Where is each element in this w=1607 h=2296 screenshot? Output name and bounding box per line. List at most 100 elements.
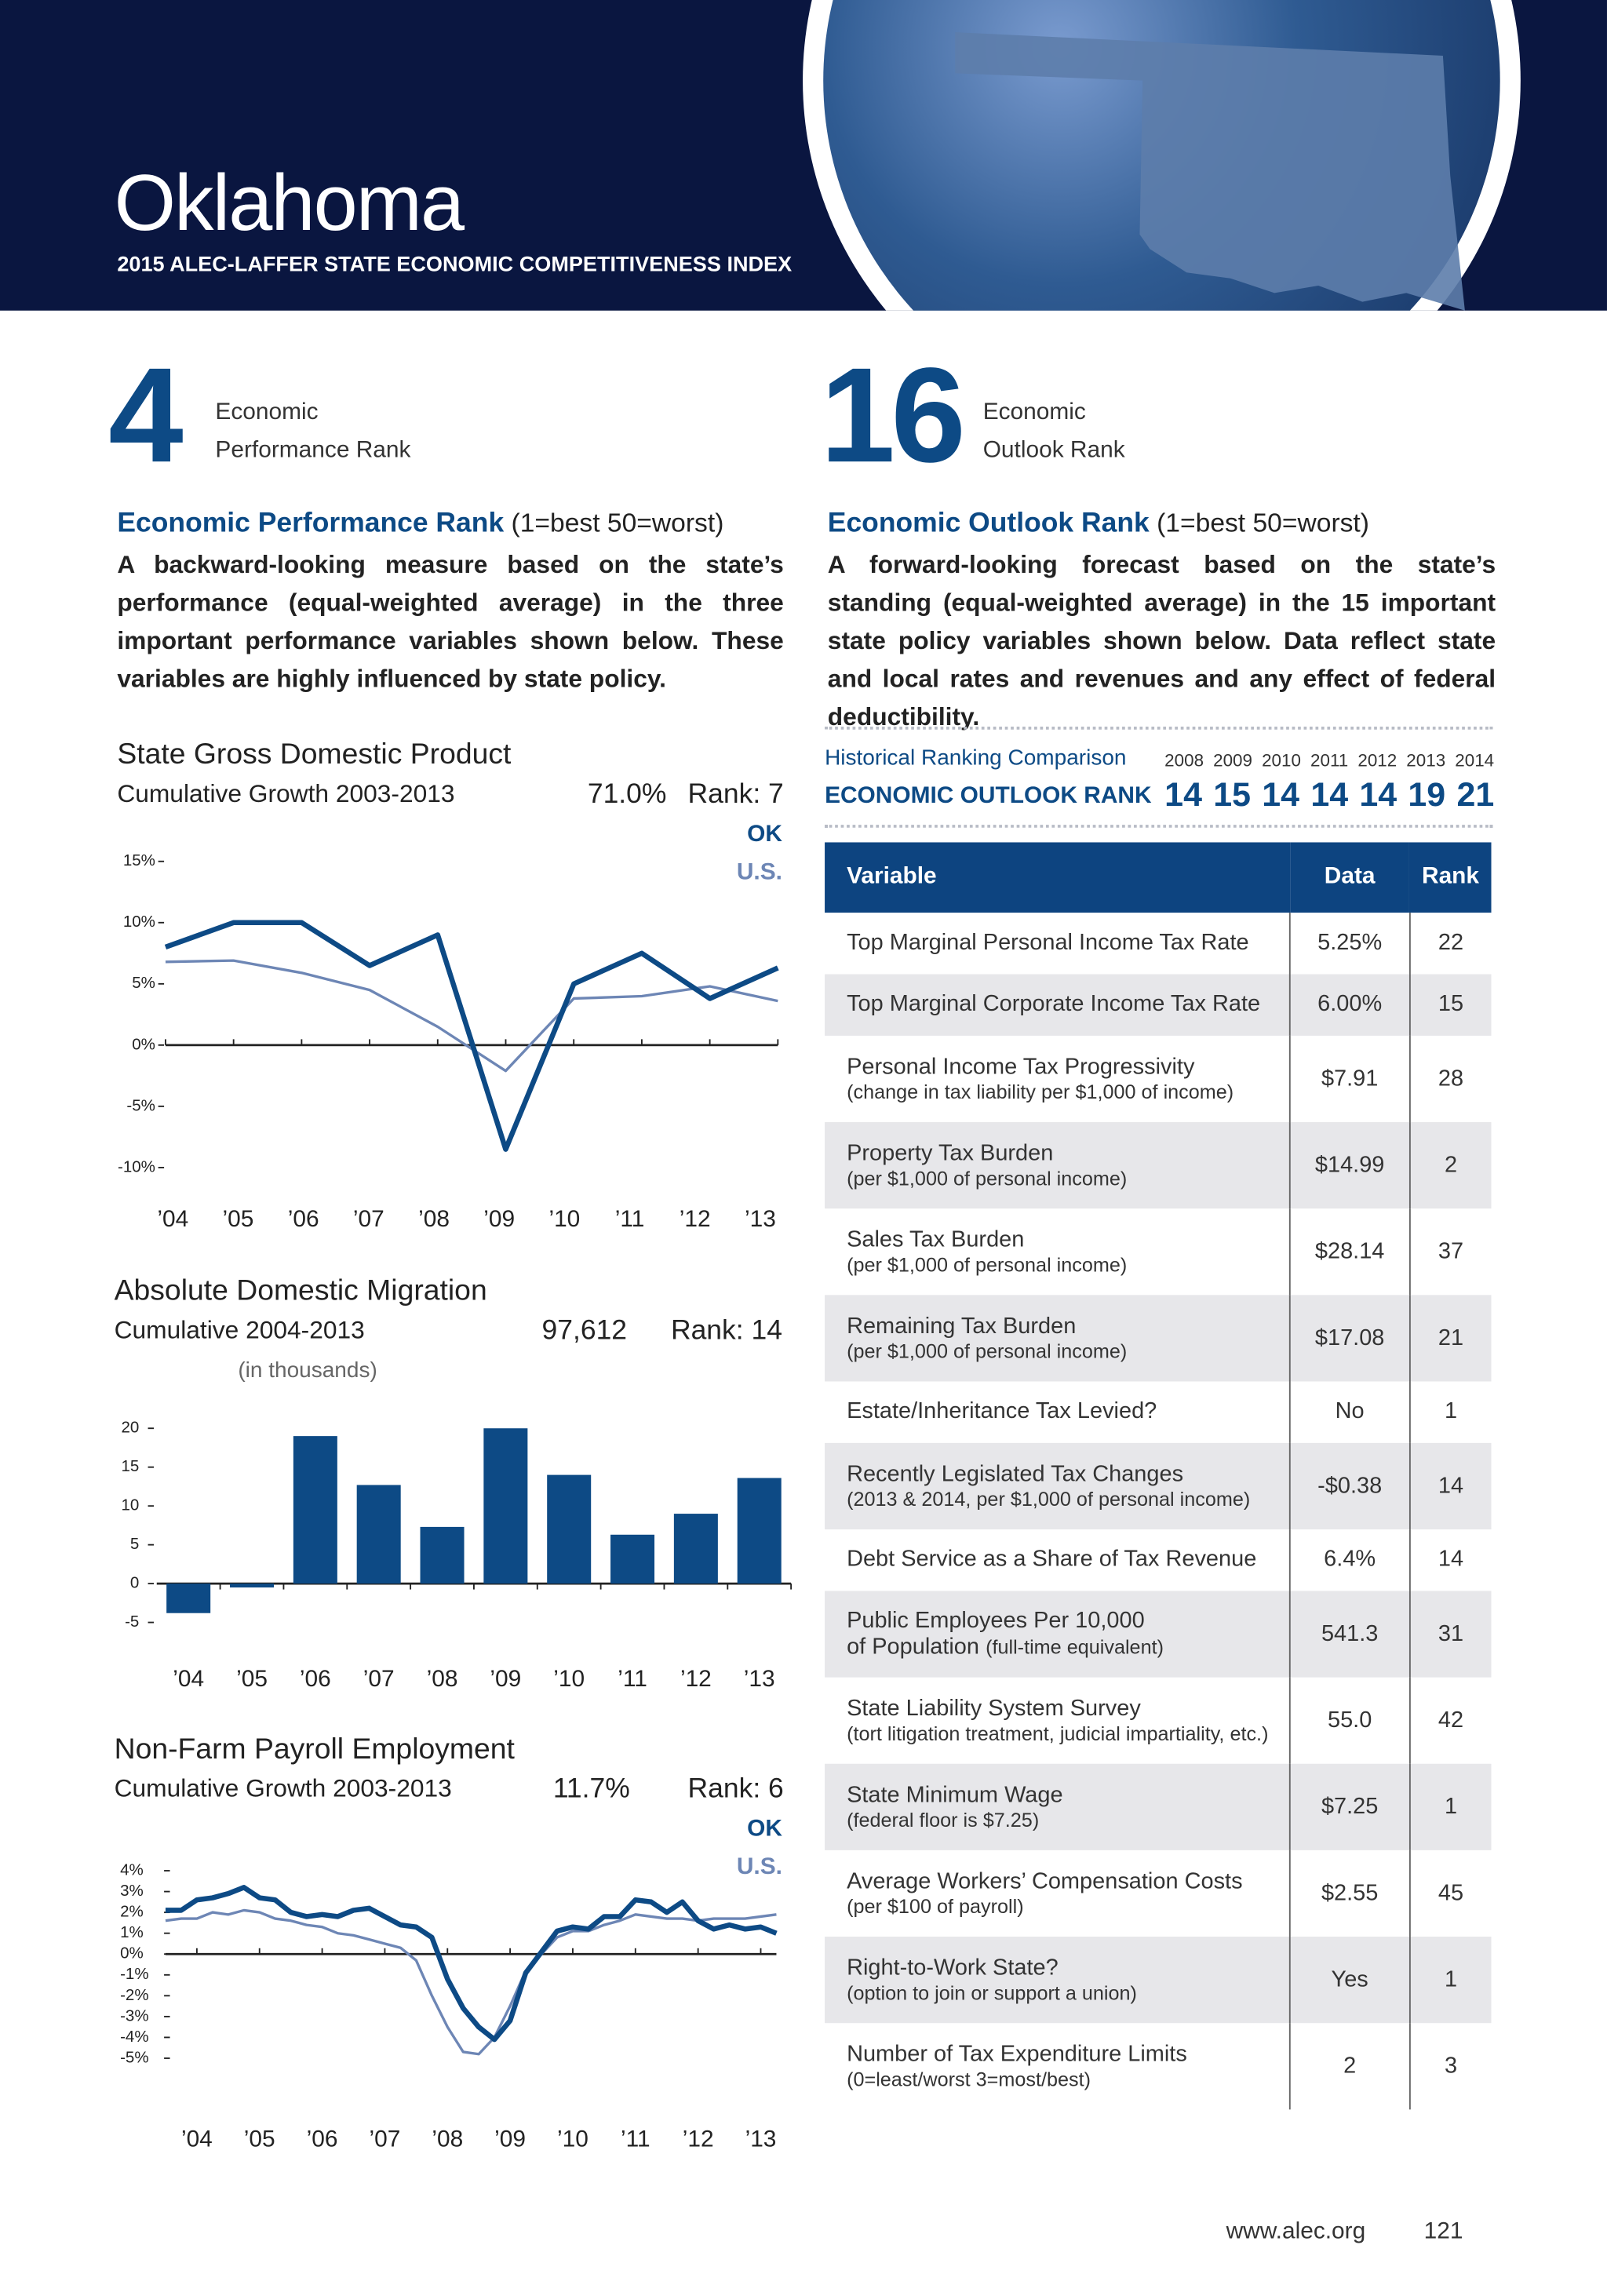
rank-cell: 37 — [1408, 1208, 1492, 1296]
y-tick-label: 4% — [120, 1860, 144, 1879]
table-row: Right-to-Work State? (option to join or s… — [825, 1937, 1492, 2024]
y-tick-label: -3% — [120, 2006, 148, 2024]
data-cell: 6.4% — [1288, 1529, 1410, 1591]
history-year: 2014 — [1455, 749, 1495, 771]
bar — [737, 1478, 782, 1584]
chart-rank: Rank: 6 — [688, 1773, 784, 1804]
table-row: Debt Service as a Share of Tax Revenue 6.… — [825, 1529, 1492, 1591]
variable-note: (option to join or support a union) — [847, 1981, 1137, 2004]
variable-note: (change in tax liability per $1,000 of i… — [847, 1081, 1234, 1103]
x-tick-label: ’09 — [483, 1206, 515, 1232]
x-tick-label: ’04 — [173, 1666, 204, 1692]
variable-note: (0=least/worst 3=most/best) — [847, 2068, 1091, 2091]
variable-label: Sales Tax Burden — [847, 1227, 1025, 1253]
y-tick-label: 15 — [122, 1457, 140, 1475]
variable-label: Remaining Tax Burden — [847, 1314, 1077, 1339]
outlook-rank: 16 — [820, 341, 965, 491]
bar — [610, 1534, 655, 1584]
history-year: 2013 — [1406, 749, 1446, 771]
y-tick-label: 1% — [120, 1923, 144, 1941]
footer-url: www.alec.org — [1226, 2219, 1366, 2245]
variable-cell: Personal Income Tax Progressivity (change… — [825, 1036, 1290, 1122]
table-row: State Minimum Wage (federal floor is $7.2… — [825, 1763, 1492, 1850]
series-line — [165, 1885, 778, 2043]
variable-label: Right-to-Work State? — [847, 1955, 1059, 1981]
data-cell: -$0.38 — [1288, 1442, 1410, 1530]
y-tick-label: -4% — [120, 2028, 148, 2046]
heading-scale: (1=best 50=worst) — [1157, 508, 1369, 538]
data-cell: 541.3 — [1288, 1591, 1410, 1678]
rank-cell: 15 — [1408, 974, 1492, 1036]
x-tick-label: ’08 — [432, 2126, 463, 2152]
state-shape — [955, 32, 1465, 311]
rank-label-line: Economic — [982, 399, 1086, 425]
variable-label: Property Tax Burden — [847, 1141, 1054, 1167]
rank-cell: 28 — [1408, 1035, 1492, 1123]
y-tick-label: -5% — [126, 1096, 155, 1114]
heading: Economic Performance Rank (1=best 50=wor… — [117, 508, 723, 541]
x-tick-label: ’09 — [490, 1666, 521, 1692]
variable-label: Personal Income Tax Progressivity — [847, 1055, 1195, 1080]
data-cell: 55.0 — [1288, 1677, 1410, 1764]
legend-entry: U.S. — [737, 1853, 782, 1879]
y-tick-label: 20 — [122, 1419, 140, 1437]
column-header: Variable — [825, 842, 1290, 913]
series-line — [164, 920, 779, 1152]
chart-title: State Gross Domestic Product — [117, 737, 512, 770]
performance-rank: 4 — [108, 341, 184, 491]
variable-label: of Population — [847, 1634, 980, 1660]
data-cell: 5.25% — [1288, 913, 1410, 975]
column-header: Data — [1289, 842, 1410, 913]
history-year: 2009 — [1213, 749, 1252, 771]
history-rank: 14 — [1310, 774, 1349, 814]
column-header: Rank — [1409, 842, 1492, 913]
y-tick-label: 15% — [123, 851, 155, 869]
variable-label: Debt Service as a Share of Tax Revenue — [847, 1547, 1257, 1573]
series-line — [165, 1908, 777, 2056]
variable-label: State Liability System Survey — [847, 1696, 1141, 1722]
rank-cell: 1 — [1408, 1763, 1492, 1850]
variable-cell: Average Workers’ Compensation Costs (per … — [825, 1850, 1290, 1937]
table-row: Sales Tax Burden (per $1,000 of personal … — [825, 1208, 1492, 1296]
rank-cell: 1 — [1408, 1381, 1492, 1443]
x-tick-label: ’11 — [618, 1666, 647, 1692]
heading: Economic Outlook Rank (1=best 50=worst) — [828, 508, 1369, 541]
data-cell: $7.25 — [1288, 1763, 1410, 1850]
history-rank: 14 — [1164, 774, 1202, 814]
y-tick-label: 2% — [120, 1903, 144, 1921]
x-tick-label: ’11 — [615, 1206, 645, 1232]
rank-label: Economic Performance Rank — [215, 394, 410, 470]
legend-entry: OK — [747, 1816, 782, 1842]
legend-entry: OK — [747, 821, 782, 847]
rank-cell: 31 — [1408, 1591, 1492, 1678]
variable-cell: Public Employees Per 10,000 of Population… — [825, 1591, 1290, 1678]
table-header: Variable Data Rank — [825, 842, 1492, 913]
variable-cell: Right-to-Work State? (option to join or s… — [825, 1937, 1290, 2024]
table-row: Personal Income Tax Progressivity (change… — [825, 1035, 1492, 1123]
history-year: 2011 — [1310, 749, 1349, 771]
x-tick-label: ’05 — [223, 1206, 254, 1232]
rank-cell: 22 — [1408, 913, 1492, 975]
variable-label: Estate/Inheritance Tax Levied? — [847, 1398, 1157, 1424]
description: A forward-looking forecast based on the … — [827, 550, 1496, 731]
x-tick-label: ’05 — [244, 2126, 275, 2152]
data-cell: $14.99 — [1288, 1122, 1410, 1209]
x-tick-label: ’09 — [494, 2126, 526, 2152]
x-tick-label: ’07 — [363, 1666, 395, 1692]
x-tick-label: ’12 — [680, 1206, 711, 1232]
variable-note: (per $1,000 of personal income) — [847, 1340, 1128, 1363]
y-tick-label: 5 — [130, 1535, 139, 1553]
variable-cell: Number of Tax Expenditure Limits (0=least… — [825, 2023, 1290, 2109]
x-tick-label: ’12 — [680, 1666, 712, 1692]
y-tick-label: -2% — [120, 1986, 148, 2004]
chart-subtitle: Cumulative 2004-2013 — [115, 1315, 365, 1343]
bar — [356, 1485, 401, 1584]
data-cell: $17.08 — [1288, 1295, 1410, 1382]
page-number: 121 — [1423, 2219, 1463, 2245]
variable-cell: Sales Tax Burden (per $1,000 of personal … — [825, 1208, 1290, 1295]
data-cell: 2 — [1288, 2023, 1410, 2110]
table-row: Top Marginal Corporate Income Tax Rate 6.… — [825, 974, 1492, 1036]
variable-label: Number of Tax Expenditure Limits — [847, 2042, 1187, 2068]
data-cell: $28.14 — [1288, 1208, 1410, 1296]
history-year: 2008 — [1164, 749, 1204, 771]
